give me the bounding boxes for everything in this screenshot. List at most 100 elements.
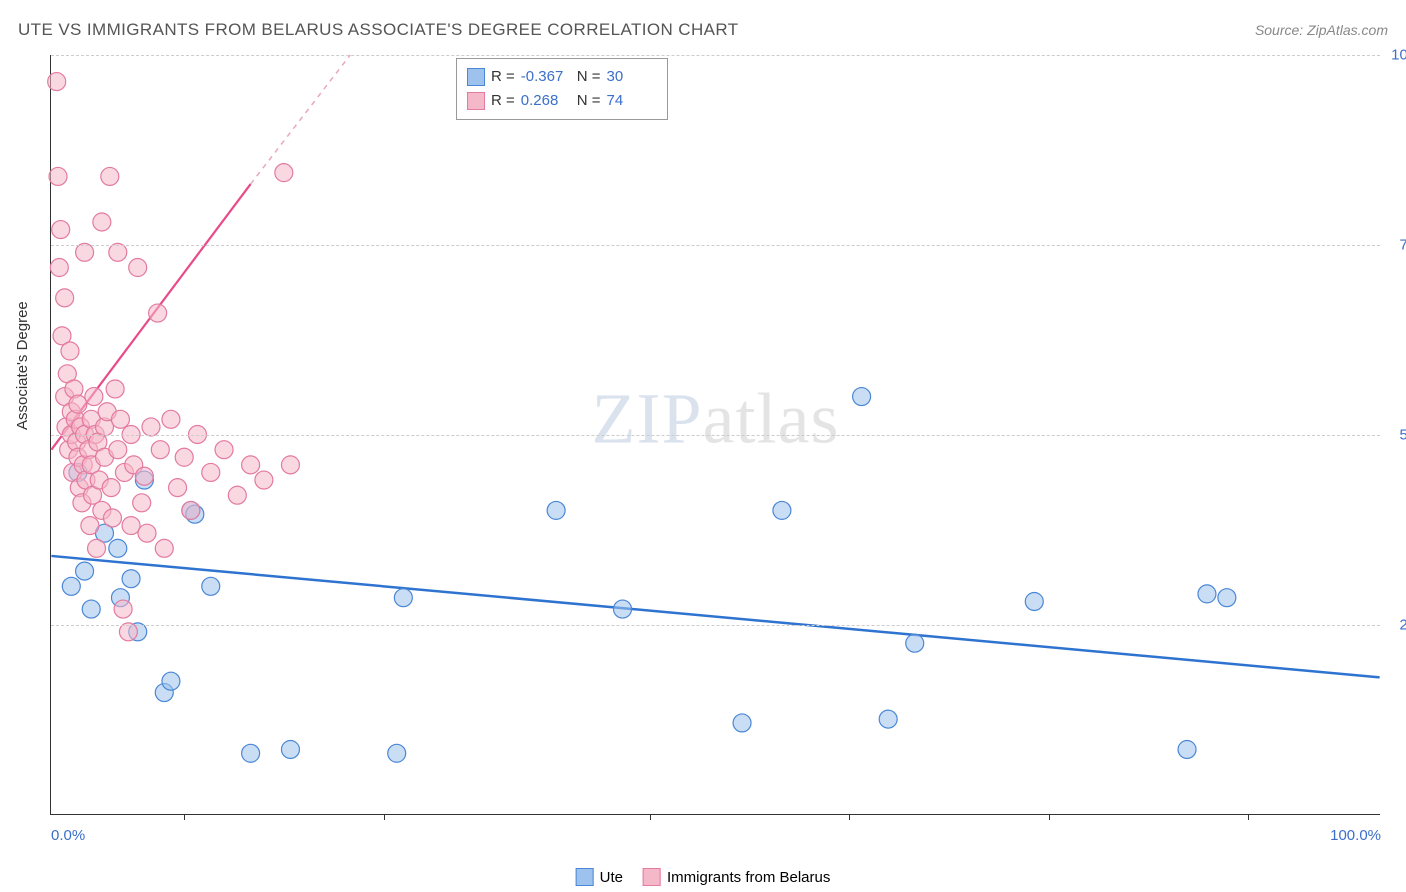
data-point xyxy=(175,448,193,466)
data-point xyxy=(109,539,127,557)
data-point xyxy=(56,289,74,307)
source-attribution: Source: ZipAtlas.com xyxy=(1255,22,1388,38)
series-legend: Ute Immigrants from Belarus xyxy=(576,868,831,886)
plot-area: ZIPatlas R =-0.367N =30R = 0.268N =74 25… xyxy=(50,55,1380,815)
data-point xyxy=(103,509,121,527)
data-point xyxy=(142,418,160,436)
data-point xyxy=(1178,740,1196,758)
x-tick xyxy=(650,814,651,820)
data-point xyxy=(281,740,299,758)
data-point xyxy=(394,589,412,607)
r-label: R = xyxy=(491,89,515,113)
data-point xyxy=(202,463,220,481)
data-point xyxy=(773,501,791,519)
data-point xyxy=(49,167,67,185)
data-point xyxy=(101,167,119,185)
trend-line-dashed xyxy=(251,55,351,184)
data-point xyxy=(48,73,66,91)
data-point xyxy=(242,744,260,762)
data-point xyxy=(733,714,751,732)
data-point xyxy=(85,388,103,406)
data-point xyxy=(109,243,127,261)
gridline-h xyxy=(51,625,1380,626)
legend-swatch xyxy=(467,92,485,110)
data-point xyxy=(138,524,156,542)
data-point xyxy=(88,539,106,557)
legend-swatch xyxy=(576,868,594,886)
data-point xyxy=(102,479,120,497)
data-point xyxy=(242,456,260,474)
data-point xyxy=(93,213,111,231)
series-legend-item: Ute xyxy=(576,868,623,886)
y-tick-label: 75.0% xyxy=(1387,237,1406,254)
data-point xyxy=(76,562,94,580)
data-point xyxy=(1198,585,1216,603)
n-label: N = xyxy=(577,89,601,113)
r-label: R = xyxy=(491,65,515,89)
x-tick-label-min: 0.0% xyxy=(51,827,85,844)
data-point xyxy=(50,259,68,277)
data-point xyxy=(76,243,94,261)
data-point xyxy=(149,304,167,322)
data-point xyxy=(122,570,140,588)
data-point xyxy=(106,380,124,398)
trend-line xyxy=(51,556,1379,677)
data-point xyxy=(162,672,180,690)
data-point xyxy=(109,441,127,459)
data-point xyxy=(61,342,79,360)
stats-legend-row: R =-0.367N =30 xyxy=(467,65,657,89)
data-point xyxy=(202,577,220,595)
x-tick xyxy=(1049,814,1050,820)
series-legend-item: Immigrants from Belarus xyxy=(643,868,830,886)
data-point xyxy=(129,259,147,277)
series-legend-label: Immigrants from Belarus xyxy=(667,869,830,886)
data-point xyxy=(81,517,99,535)
gridline-h xyxy=(51,55,1380,56)
legend-swatch xyxy=(467,68,485,86)
data-point xyxy=(155,539,173,557)
data-point xyxy=(52,221,70,239)
data-point xyxy=(547,501,565,519)
data-point xyxy=(906,634,924,652)
chart-title: UTE VS IMMIGRANTS FROM BELARUS ASSOCIATE… xyxy=(18,20,739,40)
r-value: 0.268 xyxy=(521,89,571,113)
data-point xyxy=(169,479,187,497)
n-label: N = xyxy=(577,65,601,89)
data-point xyxy=(182,501,200,519)
stats-legend-row: R = 0.268N =74 xyxy=(467,89,657,113)
data-point xyxy=(1218,589,1236,607)
data-point xyxy=(162,410,180,428)
n-value: 74 xyxy=(607,89,657,113)
x-tick xyxy=(384,814,385,820)
x-tick-label-max: 100.0% xyxy=(1330,827,1381,844)
data-point xyxy=(133,494,151,512)
data-point xyxy=(1025,592,1043,610)
data-point xyxy=(388,744,406,762)
data-point xyxy=(215,441,233,459)
data-point xyxy=(151,441,169,459)
series-legend-label: Ute xyxy=(600,869,623,886)
y-tick-label: 100.0% xyxy=(1387,47,1406,64)
r-value: -0.367 xyxy=(521,65,571,89)
data-point xyxy=(82,600,100,618)
data-point xyxy=(62,577,80,595)
y-tick-label: 50.0% xyxy=(1387,427,1406,444)
data-point xyxy=(122,517,140,535)
gridline-h xyxy=(51,245,1380,246)
data-point xyxy=(135,467,153,485)
title-bar: UTE VS IMMIGRANTS FROM BELARUS ASSOCIATE… xyxy=(18,20,1388,40)
data-point xyxy=(275,164,293,182)
legend-swatch xyxy=(643,868,661,886)
data-point xyxy=(614,600,632,618)
stats-legend: R =-0.367N =30R = 0.268N =74 xyxy=(456,58,668,120)
data-point xyxy=(111,410,129,428)
data-point xyxy=(255,471,273,489)
data-point xyxy=(69,395,87,413)
y-axis-title: Associate's Degree xyxy=(14,301,31,430)
data-point xyxy=(853,388,871,406)
x-tick xyxy=(1248,814,1249,820)
data-point xyxy=(879,710,897,728)
data-point xyxy=(281,456,299,474)
y-tick-label: 25.0% xyxy=(1387,617,1406,634)
data-point xyxy=(228,486,246,504)
